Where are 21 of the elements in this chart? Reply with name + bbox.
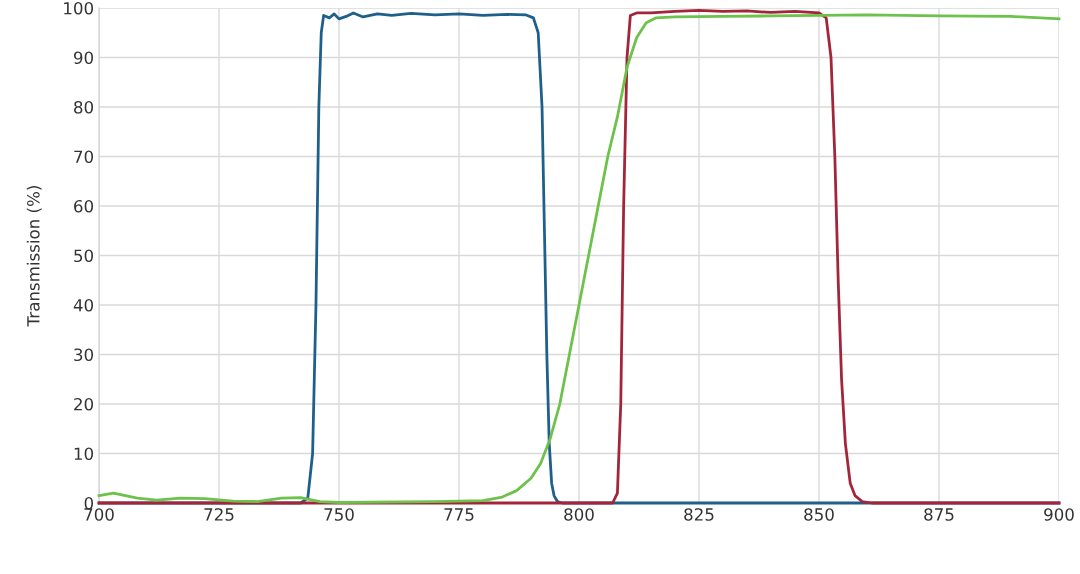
y-tick-label: 30 <box>74 348 94 362</box>
x-tick-label: 750 <box>324 508 354 521</box>
x-tick-label: 850 <box>804 508 834 521</box>
y-axis-title: Transmission (%) <box>26 186 42 327</box>
y-tick-label: 70 <box>74 150 94 164</box>
x-tick-label: 875 <box>924 508 954 521</box>
x-tick-label: 800 <box>564 508 594 521</box>
y-tick-label: 40 <box>73 298 94 312</box>
x-tick-label: 700 <box>84 508 114 521</box>
y-tick-label: 50 <box>74 249 94 263</box>
x-tick-label: 725 <box>204 508 234 521</box>
x-tick-label: 825 <box>684 508 714 521</box>
y-tick-label: 60 <box>74 199 94 213</box>
y-tick-label: 20 <box>74 397 94 411</box>
y-tick-label: 0 <box>84 496 94 510</box>
y-tick-label: 100 <box>64 1 94 15</box>
y-tick-label: 10 <box>74 447 94 461</box>
x-tick-label: 775 <box>444 508 474 521</box>
x-tick-label: 900 <box>1044 508 1074 521</box>
y-tick-label: 80 <box>74 100 94 114</box>
y-tick-label: 90 <box>73 51 94 65</box>
